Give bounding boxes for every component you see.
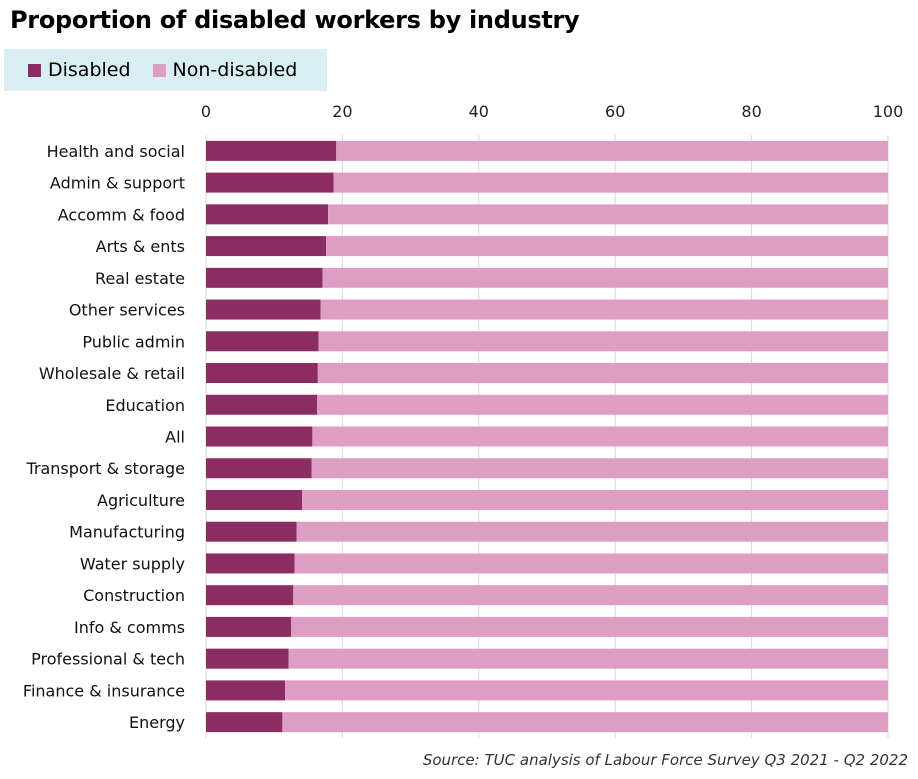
bar-disabled	[206, 394, 318, 415]
category-label: Agriculture	[97, 491, 185, 510]
category-label: Public admin	[82, 332, 185, 351]
legend-label-non-disabled: Non-disabled	[172, 59, 298, 81]
category-label: Admin & support	[50, 174, 185, 193]
bar-disabled	[206, 331, 319, 352]
bar-disabled	[206, 458, 312, 479]
category-label: Professional & tech	[31, 650, 185, 669]
bar-non-disabled	[318, 331, 888, 352]
x-tick-label: 40	[469, 102, 489, 121]
bar-non-disabled	[291, 616, 888, 637]
chart-title: Proportion of disabled workers by indust…	[10, 6, 580, 34]
legend-item-non-disabled: Non-disabled	[152, 59, 298, 81]
bar-non-disabled	[302, 489, 888, 510]
bar-disabled	[206, 204, 329, 225]
category-label: Transport & storage	[25, 459, 185, 478]
bar-disabled	[206, 172, 334, 193]
category-label: All	[165, 428, 185, 447]
legend-swatch-non-disabled	[152, 63, 166, 77]
legend-label-disabled: Disabled	[48, 59, 131, 81]
bar-non-disabled	[311, 458, 889, 479]
bar-disabled	[206, 140, 337, 161]
x-tick-label: 20	[332, 102, 352, 121]
bar-disabled	[206, 267, 323, 288]
x-tick-label: 0	[201, 102, 211, 121]
bar-disabled	[206, 553, 295, 574]
bar-disabled	[206, 616, 292, 637]
bar-non-disabled	[317, 363, 888, 384]
bar-non-disabled	[293, 585, 888, 606]
bar-non-disabled	[336, 140, 889, 161]
legend-item-disabled: Disabled	[28, 59, 131, 81]
category-label: Info & comms	[74, 618, 185, 637]
category-label: Manufacturing	[69, 523, 185, 542]
category-label: Construction	[83, 586, 185, 605]
bar-disabled	[206, 489, 303, 510]
bar-disabled	[206, 712, 283, 733]
category-label: Real estate	[95, 269, 185, 288]
x-tick-label: 60	[605, 102, 625, 121]
bar-disabled	[206, 299, 321, 320]
x-tick-label: 100	[873, 102, 904, 121]
bar-disabled	[206, 648, 289, 669]
category-label: Health and social	[47, 142, 185, 161]
legend-swatch-disabled	[28, 63, 41, 77]
bar-disabled	[206, 585, 294, 606]
bar-non-disabled	[317, 394, 888, 415]
bar-disabled	[206, 236, 327, 257]
bar-non-disabled	[328, 204, 888, 225]
legend: Disabled Non-disabled	[4, 49, 327, 91]
category-label: Water supply	[80, 554, 185, 573]
bar-non-disabled	[333, 172, 888, 193]
bar-non-disabled	[288, 648, 889, 669]
bar-non-disabled	[322, 267, 888, 288]
category-label: Finance & insurance	[23, 681, 185, 700]
category-label: Wholesale & retail	[39, 364, 185, 383]
source-note: Source: TUC analysis of Labour Force Sur…	[422, 751, 908, 769]
bar-disabled	[206, 680, 286, 701]
bar-non-disabled	[294, 553, 888, 574]
bar-non-disabled	[285, 680, 888, 701]
bar-disabled	[206, 363, 318, 384]
bar-chart: 0 20 40 60 80 100 Health and social Admin & sup…	[23, 102, 904, 738]
category-label: Other services	[69, 301, 185, 320]
category-label: Accomm & food	[58, 205, 185, 224]
bar-non-disabled	[320, 299, 888, 320]
bar-non-disabled	[296, 521, 888, 542]
bar-non-disabled	[282, 712, 888, 733]
category-label: Education	[105, 396, 185, 415]
category-label: Arts & ents	[96, 237, 185, 256]
bar-non-disabled	[312, 426, 889, 447]
x-tick-label: 80	[741, 102, 761, 121]
bar-non-disabled	[326, 236, 889, 257]
bar-disabled	[206, 521, 297, 542]
bar-disabled	[206, 426, 313, 447]
category-label: Energy	[129, 713, 185, 732]
